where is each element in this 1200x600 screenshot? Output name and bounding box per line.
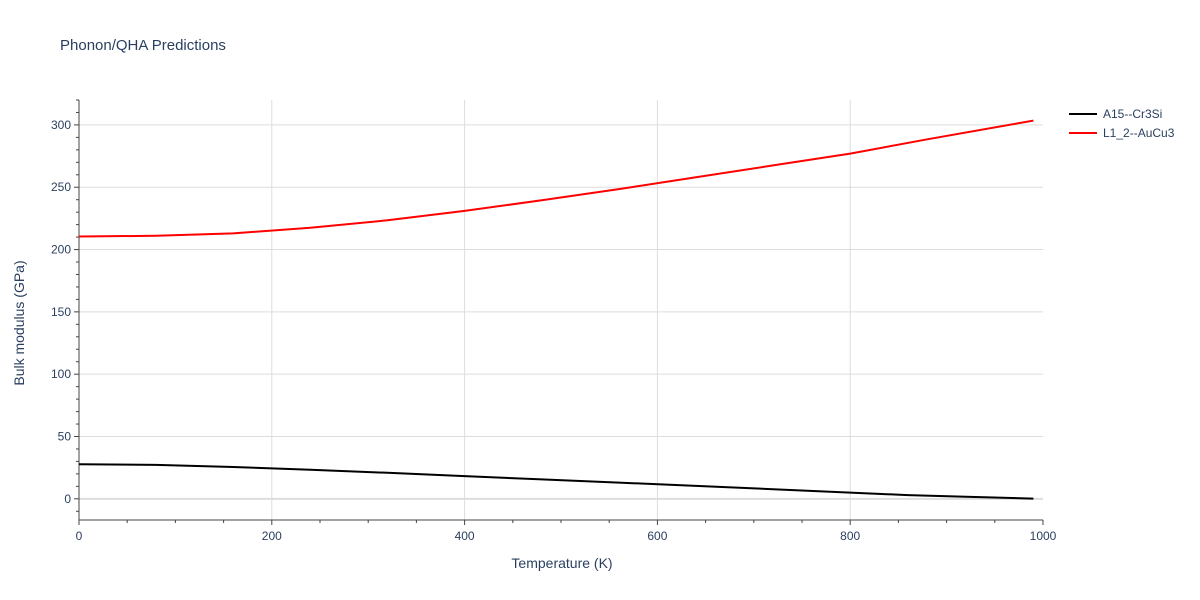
x-tick-label: 400	[455, 529, 475, 543]
axes: 0 50 100 150 200 250 300 0 200 400 600 800 1000	[51, 99, 1057, 543]
y-tick-label: 100	[51, 367, 71, 381]
series-line-1	[78, 119, 1034, 238]
x-tick-label: 600	[647, 529, 667, 543]
chart-title: Phonon/QHA Predictions	[60, 37, 226, 54]
legend-entry: A15--Cr3Si	[1103, 107, 1162, 121]
legend-entry: L1_2--AuCu3	[1103, 126, 1175, 140]
y-axis-label: Bulk modulus (GPa)	[11, 260, 27, 385]
y-tick-label: 300	[51, 118, 71, 132]
y-tick-label: 250	[51, 180, 71, 194]
x-tick-label: 800	[840, 529, 860, 543]
grid	[79, 100, 1043, 520]
legend: A15--Cr3Si L1_2--AuCu3	[1069, 107, 1175, 140]
y-tick-label: 150	[51, 305, 71, 319]
y-tick-label: 200	[51, 243, 71, 257]
x-axis-label: Temperature (K)	[511, 555, 612, 571]
y-tick-label: 50	[58, 429, 72, 443]
y-tick-label: 0	[64, 492, 71, 506]
x-tick-label: 1000	[1030, 529, 1057, 543]
series-line-0	[78, 463, 1034, 500]
series-lines	[78, 119, 1034, 500]
x-tick-label: 0	[76, 529, 83, 543]
x-tick-label: 200	[262, 529, 282, 543]
